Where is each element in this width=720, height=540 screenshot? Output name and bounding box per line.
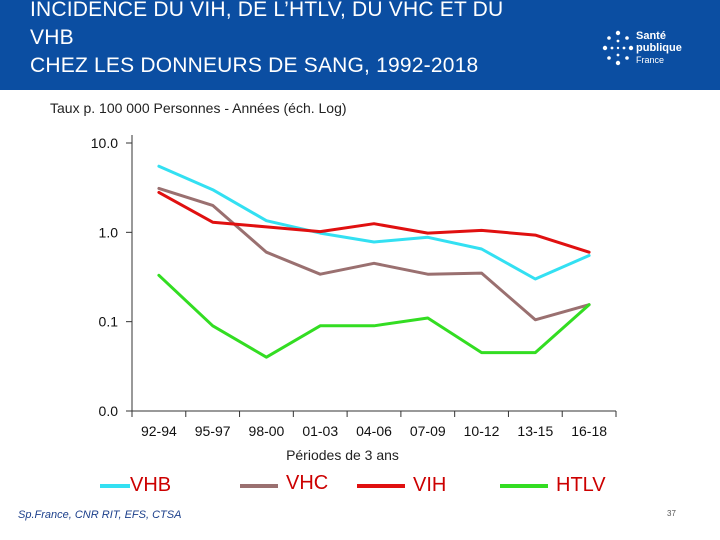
legend-swatch-vih bbox=[357, 484, 405, 488]
y-tick-label-0: 10.0 bbox=[91, 135, 118, 151]
legend-swatch-vhc bbox=[240, 484, 278, 488]
x-tick-label-4: 04-06 bbox=[356, 423, 392, 439]
logo-line-1: Santé bbox=[636, 30, 666, 42]
series-line-vih bbox=[157, 190, 591, 254]
sante-publique-france-logo: Santé publique France bbox=[602, 28, 702, 78]
legend-label-htlv: HTLV bbox=[556, 474, 606, 496]
title-line-2: VHB bbox=[30, 26, 74, 49]
x-tick-label-1: 95-97 bbox=[195, 423, 231, 439]
x-tick-label-2: 98-00 bbox=[249, 423, 285, 439]
legend-swatch-htlv bbox=[500, 484, 548, 488]
series-line-htlv bbox=[157, 273, 591, 359]
x-tick-label-3: 01-03 bbox=[302, 423, 338, 439]
title-line-1: INCIDENCE DU VIH, DE L’HTLV, DU VHC ET D… bbox=[30, 0, 504, 21]
y-tick-label-1: 1.0 bbox=[99, 224, 119, 240]
legend-label-vih: VIH bbox=[413, 474, 447, 496]
line-chart: 10.0 1.0 0.1 0.0 92-94 95-97 98-00 01-03 04-06 07… bbox=[91, 135, 617, 439]
logo-line-3: France bbox=[636, 55, 665, 65]
logo-text: Santé publique France bbox=[636, 30, 682, 66]
logo-line-2: publique bbox=[636, 42, 682, 54]
series-line-vhc bbox=[157, 186, 591, 322]
legend-swatch-vhb bbox=[100, 484, 130, 488]
legend-label-vhb: VHB bbox=[130, 474, 172, 496]
x-tick-label-5: 07-09 bbox=[410, 423, 446, 439]
x-tick-label-0: 92-94 bbox=[141, 423, 177, 439]
logo-star-icon bbox=[602, 30, 634, 66]
series-line-vhb bbox=[157, 164, 591, 281]
source-credit: Sp.France, CNR RIT, EFS, CTSA bbox=[18, 509, 182, 521]
x-axis-label: Périodes de 3 ans bbox=[286, 447, 399, 463]
y-tick-label-2: 0.1 bbox=[99, 314, 119, 330]
header-banner: INCIDENCE DU VIH, DE L’HTLV, DU VHC ET D… bbox=[0, 0, 720, 90]
title-line-3: CHEZ LES DONNEURS DE SANG, 1992-2018 bbox=[30, 54, 479, 77]
x-tick-label-8: 16-18 bbox=[571, 423, 607, 439]
legend-label-vhc: VHC bbox=[286, 472, 329, 494]
page-number: 37 bbox=[667, 509, 676, 518]
x-tick-label-7: 13-15 bbox=[517, 423, 553, 439]
slide-title: INCIDENCE DU VIH, DE L’HTLV, DU VHC ET D… bbox=[30, 0, 590, 80]
x-tick-label-6: 10-12 bbox=[464, 423, 500, 439]
y-axis-label: Taux p. 100 000 Personnes - Années (éch.… bbox=[50, 100, 347, 116]
y-tick-label-3: 0.0 bbox=[99, 403, 119, 419]
